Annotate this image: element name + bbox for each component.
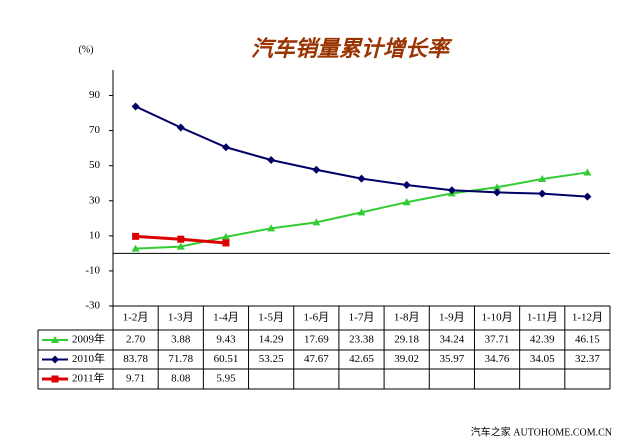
table-value: 3.88 bbox=[171, 334, 191, 346]
x-tick-label: 1-8月 bbox=[394, 312, 420, 324]
table-value: 5.95 bbox=[216, 373, 236, 385]
watermark: 汽车之家 AUTOHOME.COM.CN bbox=[471, 425, 612, 438]
x-tick-label: 1-5月 bbox=[258, 312, 284, 324]
marker bbox=[222, 239, 230, 247]
marker bbox=[447, 186, 456, 195]
table-value: 47.67 bbox=[304, 353, 329, 365]
marker bbox=[177, 235, 185, 243]
x-tick-label: 1-7月 bbox=[349, 312, 375, 324]
marker bbox=[132, 232, 140, 240]
x-tick-label: 1-9月 bbox=[439, 312, 465, 324]
marker bbox=[131, 244, 140, 252]
x-tick-label: 1-10月 bbox=[481, 312, 512, 324]
table-value: 14.29 bbox=[259, 334, 284, 346]
marker bbox=[402, 180, 411, 189]
marker bbox=[51, 375, 59, 383]
table-value: 37.71 bbox=[485, 334, 510, 346]
marker bbox=[402, 198, 411, 206]
x-tick-label: 1-12月 bbox=[572, 312, 603, 324]
y-tick-label: 10 bbox=[89, 229, 101, 241]
x-tick-label: 1-6月 bbox=[303, 312, 329, 324]
table-value: 42.39 bbox=[530, 334, 555, 346]
table-value: 39.02 bbox=[394, 353, 419, 365]
table-value: 34.05 bbox=[530, 353, 555, 365]
y-tick-label: -30 bbox=[85, 300, 100, 312]
table-value: 8.08 bbox=[171, 373, 191, 385]
x-tick-label: 1-3月 bbox=[168, 312, 194, 324]
table-value: 35.97 bbox=[439, 353, 464, 365]
marker bbox=[51, 336, 59, 343]
table-value: 42.65 bbox=[349, 353, 374, 365]
table-value: 83.78 bbox=[123, 353, 148, 365]
marker bbox=[493, 183, 502, 191]
table-value: 34.24 bbox=[439, 334, 464, 346]
x-tick-label: 1-11月 bbox=[527, 312, 558, 324]
marker bbox=[51, 355, 59, 364]
marker bbox=[312, 165, 321, 174]
legend-label: 2009年 bbox=[72, 332, 105, 346]
marker bbox=[131, 102, 140, 111]
table-value: 2.70 bbox=[126, 334, 146, 346]
x-tick-label: 1-4月 bbox=[213, 312, 239, 324]
table-value: 60.51 bbox=[214, 353, 239, 365]
table-value: 34.76 bbox=[485, 353, 510, 365]
y-tick-label: -10 bbox=[85, 264, 100, 276]
table-value: 29.18 bbox=[394, 334, 419, 346]
legend-label: 2010年 bbox=[72, 351, 105, 365]
marker bbox=[357, 174, 366, 183]
marker bbox=[357, 208, 366, 216]
marker bbox=[493, 188, 502, 197]
marker bbox=[267, 155, 276, 164]
marker bbox=[176, 123, 185, 132]
marker bbox=[583, 168, 592, 176]
marker bbox=[176, 242, 185, 250]
y-unit: (%) bbox=[79, 44, 94, 55]
table-value: 9.43 bbox=[216, 334, 236, 346]
marker bbox=[221, 143, 230, 152]
table-value: 17.69 bbox=[304, 334, 329, 346]
marker bbox=[267, 224, 276, 232]
chart-title: 汽车销量累计增长率 bbox=[251, 36, 453, 62]
x-tick-label: 1-2月 bbox=[123, 312, 149, 324]
marker bbox=[538, 189, 547, 198]
table-value: 23.38 bbox=[349, 334, 374, 346]
table-value: 71.78 bbox=[168, 353, 193, 365]
marker bbox=[583, 192, 592, 201]
marker bbox=[221, 232, 230, 240]
table-value: 53.25 bbox=[259, 353, 284, 365]
table-value: 32.37 bbox=[575, 353, 600, 365]
y-tick-label: 90 bbox=[89, 89, 101, 101]
marker bbox=[312, 218, 321, 226]
legend-label: 2011年 bbox=[72, 371, 105, 385]
y-tick-label: 50 bbox=[89, 159, 101, 171]
y-tick-label: 30 bbox=[89, 194, 101, 206]
table-value: 46.15 bbox=[575, 334, 600, 346]
table-value: 9.71 bbox=[126, 373, 145, 385]
marker bbox=[538, 175, 547, 183]
y-tick-label: 70 bbox=[89, 124, 101, 136]
